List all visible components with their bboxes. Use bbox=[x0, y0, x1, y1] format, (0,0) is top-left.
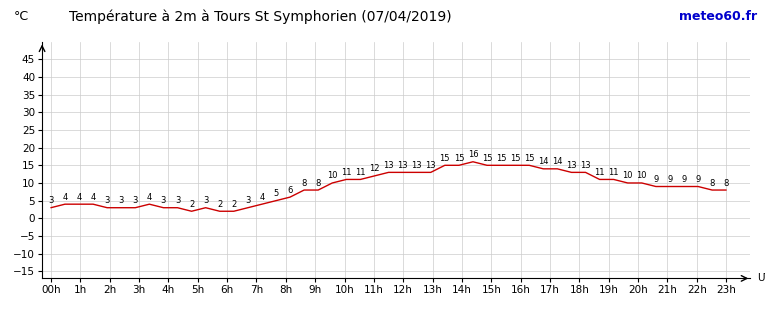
Text: 2: 2 bbox=[231, 200, 236, 209]
Text: 4: 4 bbox=[62, 193, 67, 202]
Text: 3: 3 bbox=[48, 196, 54, 205]
Text: 13: 13 bbox=[397, 161, 408, 170]
Text: 10: 10 bbox=[636, 172, 647, 180]
Text: 6: 6 bbox=[288, 186, 293, 195]
Text: 11: 11 bbox=[594, 168, 605, 177]
Text: 4: 4 bbox=[90, 193, 96, 202]
Text: 2: 2 bbox=[217, 200, 223, 209]
Text: 15: 15 bbox=[524, 154, 535, 163]
Text: 16: 16 bbox=[467, 150, 478, 159]
Text: 3: 3 bbox=[203, 196, 208, 205]
Text: 8: 8 bbox=[724, 179, 729, 188]
Text: 4: 4 bbox=[259, 193, 265, 202]
Text: 13: 13 bbox=[425, 161, 436, 170]
Text: 3: 3 bbox=[175, 196, 181, 205]
Text: Température à 2m à Tours St Symphorien (07/04/2019): Température à 2m à Tours St Symphorien (… bbox=[69, 10, 451, 24]
Text: 2: 2 bbox=[189, 200, 194, 209]
Text: °C: °C bbox=[14, 10, 29, 23]
Text: 13: 13 bbox=[580, 161, 591, 170]
Text: 3: 3 bbox=[105, 196, 110, 205]
Text: 11: 11 bbox=[608, 168, 619, 177]
Text: 3: 3 bbox=[132, 196, 138, 205]
Text: 11: 11 bbox=[355, 168, 366, 177]
Text: 9: 9 bbox=[667, 175, 672, 184]
Text: 3: 3 bbox=[119, 196, 124, 205]
Text: 15: 15 bbox=[440, 154, 450, 163]
Text: 4: 4 bbox=[76, 193, 82, 202]
Text: 3: 3 bbox=[161, 196, 166, 205]
Text: 13: 13 bbox=[412, 161, 422, 170]
Text: meteo60.fr: meteo60.fr bbox=[679, 10, 757, 23]
Text: 10: 10 bbox=[327, 172, 337, 180]
Text: 15: 15 bbox=[482, 154, 493, 163]
Text: 13: 13 bbox=[566, 161, 577, 170]
Text: 11: 11 bbox=[341, 168, 352, 177]
Text: 3: 3 bbox=[245, 196, 251, 205]
Text: 9: 9 bbox=[653, 175, 659, 184]
Text: 14: 14 bbox=[552, 157, 562, 166]
Text: 8: 8 bbox=[315, 179, 321, 188]
Text: 8: 8 bbox=[709, 179, 715, 188]
Text: 9: 9 bbox=[682, 175, 687, 184]
Text: 15: 15 bbox=[496, 154, 506, 163]
Text: 15: 15 bbox=[510, 154, 520, 163]
Text: 8: 8 bbox=[301, 179, 307, 188]
Text: 9: 9 bbox=[695, 175, 701, 184]
Text: 12: 12 bbox=[369, 164, 379, 173]
Text: 14: 14 bbox=[538, 157, 549, 166]
Text: 15: 15 bbox=[454, 154, 464, 163]
Text: 4: 4 bbox=[147, 193, 152, 202]
Text: 5: 5 bbox=[273, 189, 278, 198]
Text: 10: 10 bbox=[623, 172, 633, 180]
Text: UTC: UTC bbox=[757, 273, 765, 284]
Text: 13: 13 bbox=[383, 161, 394, 170]
